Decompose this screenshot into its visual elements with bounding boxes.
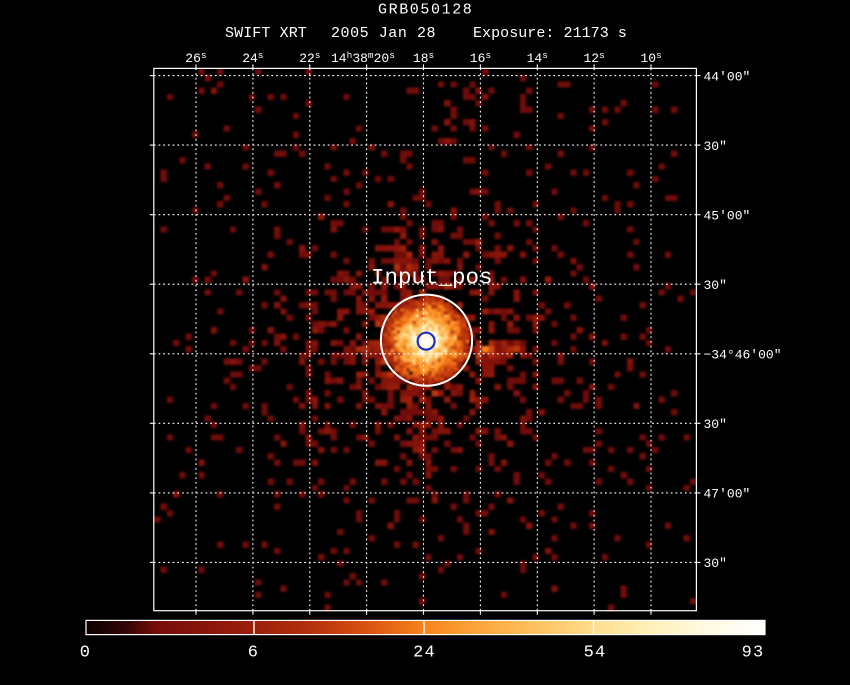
svg-text:Exposure: 21173 s: Exposure: 21173 s bbox=[473, 25, 627, 42]
svg-text:Input_pos: Input_pos bbox=[371, 265, 493, 291]
svg-text:45'00″: 45'00″ bbox=[704, 208, 751, 223]
svg-text:SWIFT XRT: SWIFT XRT bbox=[225, 25, 307, 42]
svg-text:30″: 30″ bbox=[704, 278, 727, 293]
svg-text:24: 24 bbox=[413, 644, 436, 663]
svg-text:54: 54 bbox=[584, 644, 607, 663]
svg-text:30″: 30″ bbox=[704, 556, 727, 571]
svg-text:0: 0 bbox=[80, 644, 91, 663]
svg-text:30″: 30″ bbox=[704, 417, 727, 432]
svg-text:GRB050128: GRB050128 bbox=[378, 2, 473, 19]
svg-text:2005 Jan 28: 2005 Jan 28 bbox=[331, 25, 436, 42]
svg-text:30″: 30″ bbox=[704, 139, 727, 154]
svg-text:47'00″: 47'00″ bbox=[704, 487, 751, 502]
svg-text:44'00″: 44'00″ bbox=[704, 69, 751, 84]
svg-text:93: 93 bbox=[742, 644, 765, 663]
svg-text:−34°46'00″: −34°46'00″ bbox=[704, 348, 782, 363]
svg-text:6: 6 bbox=[248, 644, 259, 663]
svg-text:14h38m20s: 14h38m20s bbox=[331, 50, 395, 66]
